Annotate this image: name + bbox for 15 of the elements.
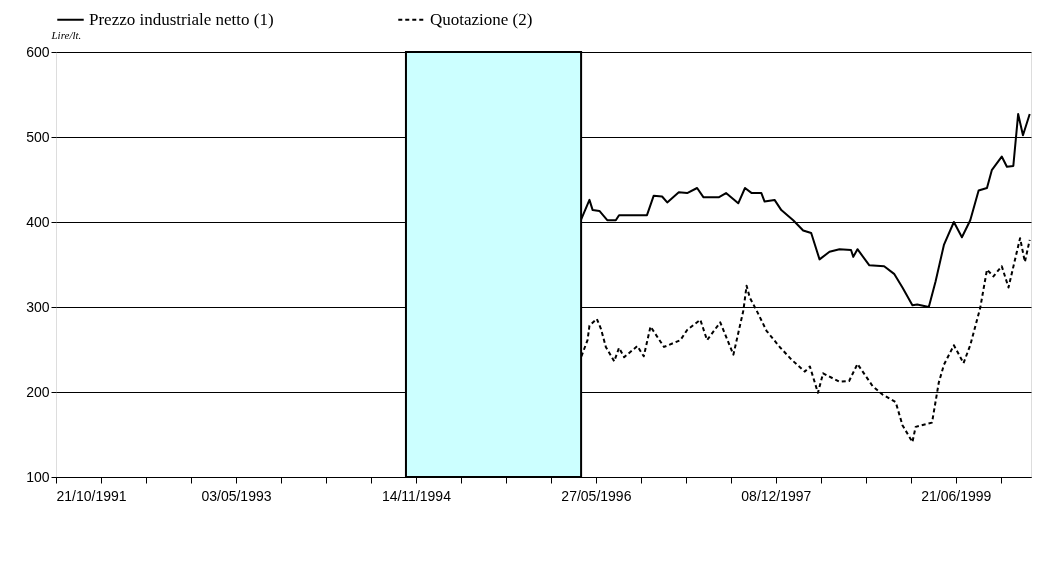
x-tick-label: 27/05/1996 [561,487,632,504]
legend-label: Prezzo industriale netto (1) [89,9,274,29]
y-tick-label: 300 [26,298,50,315]
x-tick-label: 08/12/1997 [741,487,812,504]
y-tick-label: 500 [26,128,50,145]
x-tick-label: 21/06/1999 [921,487,992,504]
x-tick-label: 03/05/1993 [201,487,272,504]
y-axis-title: Lire/lt. [50,28,82,41]
y-tick-label: 100 [26,468,50,485]
x-tick-label: 14/11/1994 [381,487,452,504]
y-tick-label: 400 [26,213,50,230]
y-tick-label: 200 [26,383,50,400]
legend-label: Quotazione (2) [430,9,533,29]
y-tick-label: 600 [26,43,50,60]
x-tick-label: 21/10/1991 [56,487,127,504]
